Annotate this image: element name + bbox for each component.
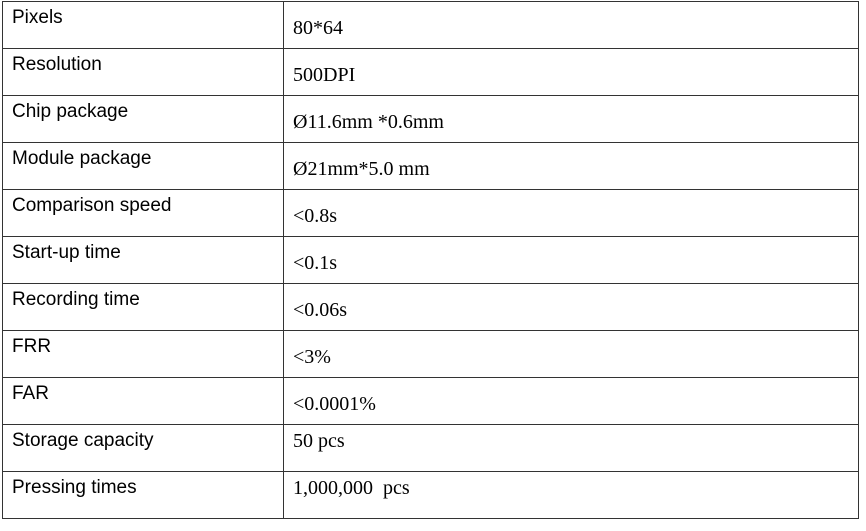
spec-value-cell: 50 pcs bbox=[283, 424, 859, 472]
spec-value-cell: <0.1s bbox=[283, 236, 859, 284]
spec-value-cell: Ø21mm*5.0 mm bbox=[283, 142, 859, 190]
spec-value: Ø21mm*5.0 mm bbox=[293, 158, 430, 180]
table-row: Recording time <0.06s bbox=[2, 283, 859, 331]
spec-table: Pixels 80*64 Resolution 500DPI Chip package Ø… bbox=[2, 1, 859, 519]
spec-label: FRR bbox=[12, 336, 52, 357]
spec-label: Comparison speed bbox=[12, 195, 172, 216]
spec-value: <0.06s bbox=[293, 299, 348, 321]
spec-label: Pixels bbox=[12, 7, 63, 28]
spec-label: Resolution bbox=[12, 54, 102, 75]
spec-label-cell: FAR bbox=[2, 377, 284, 425]
table-row: Chip package Ø11.6mm *0.6mm bbox=[2, 95, 859, 143]
spec-label-cell: Chip package bbox=[2, 95, 284, 143]
spec-value: Ø11.6mm *0.6mm bbox=[293, 111, 444, 133]
table-row: FAR <0.0001% bbox=[2, 377, 859, 425]
spec-value: 1,000,000 pcs bbox=[293, 477, 410, 499]
spec-value: <0.8s bbox=[293, 205, 338, 227]
spec-label: Module package bbox=[12, 148, 152, 169]
spec-value-cell: <3% bbox=[283, 330, 859, 378]
table-row: Comparison speed <0.8s bbox=[2, 189, 859, 237]
spec-value: 50 pcs bbox=[293, 430, 345, 452]
spec-label: Chip package bbox=[12, 101, 129, 122]
table-row: Start-up time <0.1s bbox=[2, 236, 859, 284]
table-row: Resolution 500DPI bbox=[2, 48, 859, 96]
spec-label-cell: Pressing times bbox=[2, 471, 284, 519]
spec-value-cell: Ø11.6mm *0.6mm bbox=[283, 95, 859, 143]
spec-label-cell: Recording time bbox=[2, 283, 284, 331]
spec-label-cell: Comparison speed bbox=[2, 189, 284, 237]
table-row: Storage capacity 50 pcs bbox=[2, 424, 859, 472]
spec-value: 500DPI bbox=[293, 64, 356, 86]
spec-value-cell: <0.0001% bbox=[283, 377, 859, 425]
spec-value-cell: <0.8s bbox=[283, 189, 859, 237]
spec-value: 80*64 bbox=[293, 17, 343, 39]
spec-label: Start-up time bbox=[12, 242, 121, 263]
spec-value: <3% bbox=[293, 346, 331, 368]
spec-label-cell: Resolution bbox=[2, 48, 284, 96]
spec-value: <0.1s bbox=[293, 252, 338, 274]
table-row: Pixels 80*64 bbox=[2, 1, 859, 49]
spec-label-cell: Storage capacity bbox=[2, 424, 284, 472]
spec-label: Pressing times bbox=[12, 477, 137, 498]
table-row: Module package Ø21mm*5.0 mm bbox=[2, 142, 859, 190]
spec-label-cell: Pixels bbox=[2, 1, 284, 49]
table-row: Pressing times 1,000,000 pcs bbox=[2, 471, 859, 519]
spec-label-cell: FRR bbox=[2, 330, 284, 378]
spec-value-cell: 1,000,000 pcs bbox=[283, 471, 859, 519]
spec-label: FAR bbox=[12, 383, 49, 404]
spec-value: <0.0001% bbox=[293, 393, 376, 415]
spec-label-cell: Start-up time bbox=[2, 236, 284, 284]
spec-label: Storage capacity bbox=[12, 430, 154, 451]
spec-label: Recording time bbox=[12, 289, 140, 310]
table-row: FRR <3% bbox=[2, 330, 859, 378]
spec-label-cell: Module package bbox=[2, 142, 284, 190]
spec-value-cell: <0.06s bbox=[283, 283, 859, 331]
spec-value-cell: 80*64 bbox=[283, 1, 859, 49]
spec-value-cell: 500DPI bbox=[283, 48, 859, 96]
